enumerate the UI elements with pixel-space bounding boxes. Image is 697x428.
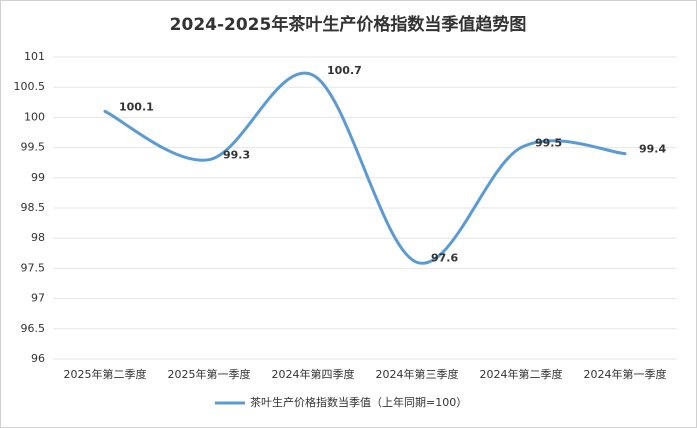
x-tick-label: 2024年第一季度 <box>584 367 667 381</box>
y-tick-label: 96 <box>31 352 45 365</box>
y-tick-label: 97.5 <box>21 261 46 274</box>
line <box>103 71 627 265</box>
x-tick-label: 2024年第二季度 <box>480 367 563 381</box>
y-tick-label: 100 <box>24 110 45 123</box>
y-tick-label: 101 <box>24 50 45 63</box>
x-tick-label: 2025年第二季度 <box>64 367 147 381</box>
value-label: 100.7 <box>327 64 362 77</box>
y-tick-label: 96.5 <box>21 322 46 335</box>
value-label: 100.1 <box>119 100 154 113</box>
y-tick-label: 97 <box>31 292 45 305</box>
x-tick-label: 2024年第四季度 <box>272 367 355 381</box>
legend-label: 茶叶生产价格指数当季值（上年同期=100） <box>250 395 467 409</box>
y-tick-label: 98 <box>31 231 45 244</box>
y-tick-label: 99 <box>31 171 45 184</box>
value-label: 97.6 <box>431 251 458 264</box>
y-tick-label: 99.5 <box>21 141 46 154</box>
value-label: 99.4 <box>639 143 666 156</box>
value-label: 99.3 <box>223 149 250 162</box>
y-tick-label: 100.5 <box>14 80 46 93</box>
y-tick-label: 98.5 <box>21 201 46 214</box>
x-tick-label: 2024年第三季度 <box>376 367 459 381</box>
x-tick-label: 2025年第一季度 <box>168 367 251 381</box>
value-label: 99.5 <box>535 137 562 150</box>
chart-title: 2024-2025年茶叶生产价格指数当季值趋势图 <box>170 14 527 35</box>
